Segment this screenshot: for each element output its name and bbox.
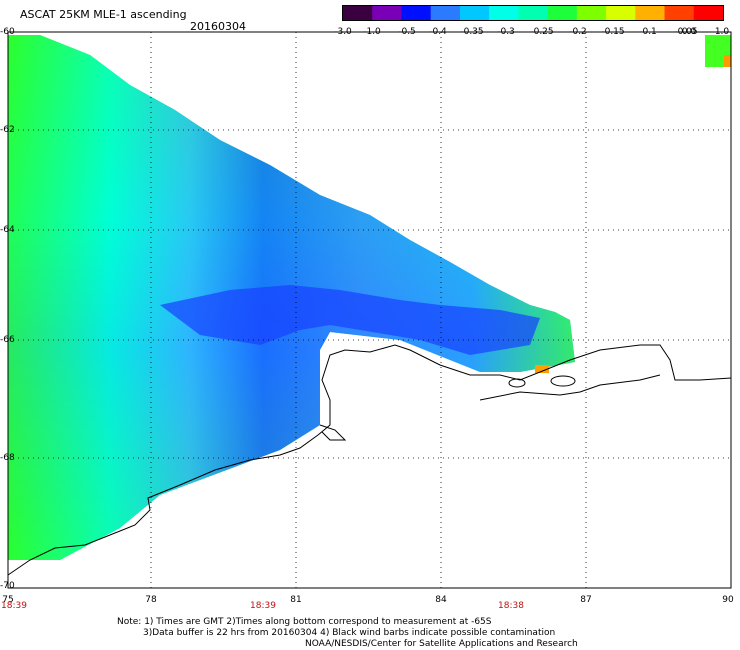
latitude-label: -62 — [0, 125, 15, 135]
island-outline — [550, 375, 576, 387]
latitude-label: -66 — [0, 335, 15, 345]
note-line-1: Note: 1) Times are GMT 2)Times along bot… — [117, 617, 492, 627]
island-outline — [508, 378, 526, 388]
colorbar-swatch — [693, 6, 723, 20]
data-patch — [724, 55, 731, 67]
colorbar-swatch — [635, 6, 666, 20]
latitude-label: -64 — [0, 225, 15, 235]
colorbar-swatch — [518, 6, 549, 20]
product-title: ASCAT 25KM MLE-1 ascending — [20, 8, 187, 21]
note-line-3: NOAA/NESDIS/Center for Satellite Applica… — [305, 639, 578, 649]
colorbar-swatch — [343, 6, 373, 20]
colorbar-swatch — [606, 6, 636, 20]
longitude-label: 75 — [2, 595, 14, 605]
longitude-label: 87 — [580, 595, 592, 605]
latitude-label: -70 — [0, 581, 15, 591]
colorbar — [342, 5, 724, 21]
coastline — [7, 344, 732, 576]
ice-edge-line — [479, 374, 661, 401]
note-line-2: 3)Data buffer is 22 hrs from 20160304 4)… — [143, 628, 556, 638]
longitude-label: 90 — [722, 595, 734, 605]
colorbar-swatch — [489, 6, 519, 20]
pass-time-label: 18:39 — [1, 601, 27, 611]
colorbar-swatch — [547, 6, 578, 20]
data-patch — [535, 365, 549, 373]
latitude-label: -60 — [0, 27, 15, 37]
map-frame — [7, 31, 732, 589]
colorbar-swatch — [459, 6, 490, 20]
product-date: 20160304 — [190, 20, 246, 33]
longitude-label: 84 — [435, 595, 447, 605]
longitude-label: 78 — [145, 595, 157, 605]
pass-time-label: 18:39 — [250, 601, 276, 611]
colorbar-swatch — [401, 6, 432, 20]
colorbar-swatch — [664, 6, 695, 20]
latitude-label: -68 — [0, 453, 15, 463]
colorbar-swatch — [576, 6, 607, 20]
longitude-label: 81 — [290, 595, 302, 605]
low-value-core — [160, 285, 540, 355]
coastline-detail — [319, 424, 347, 441]
colorbar-swatch — [430, 6, 461, 20]
pass-time-label: 18:38 — [498, 601, 524, 611]
colorbar-swatch — [372, 6, 403, 20]
